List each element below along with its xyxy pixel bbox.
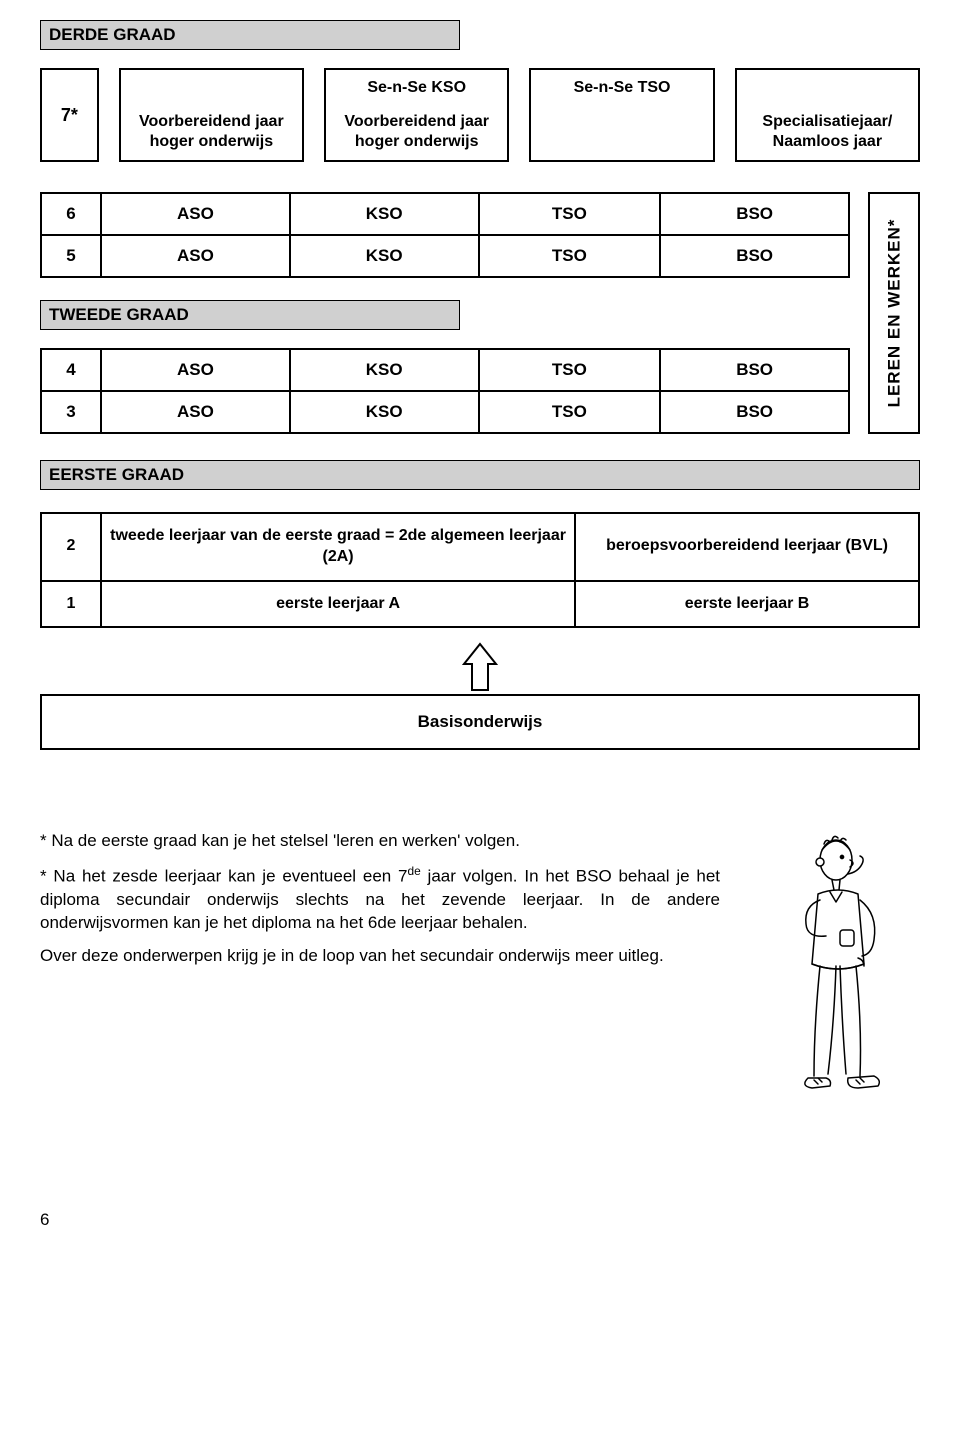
table-row: 6 ASO KSO TSO BSO — [41, 193, 849, 235]
footnote-3: Over deze onderwerpen krijg je in de loo… — [40, 945, 720, 968]
table-eerste: 2 tweede leerjaar van de eerste graad = … — [40, 512, 920, 628]
grade3-col3-top: Se-n-Se TSO — [537, 78, 706, 98]
grade3-row: 7* Voorbereidend jaar hoger onderwijs Se… — [40, 68, 920, 162]
table-65: 6 ASO KSO TSO BSO 5 ASO KSO TSO BSO — [40, 192, 850, 278]
cell-year: 5 — [41, 235, 101, 277]
cell: ASO — [101, 235, 290, 277]
page-number: 6 — [40, 1210, 920, 1230]
section-derde-graad: DERDE GRAAD — [40, 20, 460, 50]
cell: BSO — [660, 391, 849, 433]
cell: KSO — [290, 235, 479, 277]
cell-year: 2 — [41, 513, 101, 581]
table-row: 1 eerste leerjaar A eerste leerjaar B — [41, 581, 919, 628]
grade3-col2-bottom: Voorbereidend jaar hoger onderwijs — [332, 112, 501, 152]
cell: ASO — [101, 391, 290, 433]
table-43: 4 ASO KSO TSO BSO 3 ASO KSO TSO BSO — [40, 348, 850, 434]
cell: TSO — [479, 193, 661, 235]
footnotes-text: * Na de eerste graad kan je het stelsel … — [40, 830, 720, 977]
cell: TSO — [479, 349, 661, 391]
grade3-col2-top: Se-n-Se KSO — [332, 78, 501, 98]
grade3-col2: Se-n-Se KSO Voorbereidend jaar hoger ond… — [324, 68, 509, 162]
grade3-col1: Voorbereidend jaar hoger onderwijs — [119, 68, 304, 162]
cell: TSO — [479, 391, 661, 433]
footnote-1: * Na de eerste graad kan je het stelsel … — [40, 830, 720, 853]
table-row: 5 ASO KSO TSO BSO — [41, 235, 849, 277]
cell: KSO — [290, 349, 479, 391]
cell: BSO — [660, 235, 849, 277]
arrow-up — [40, 642, 920, 692]
cell: eerste leerjaar B — [575, 581, 919, 628]
cell: KSO — [290, 193, 479, 235]
vertical-label: LEREN EN WERKEN* — [884, 219, 904, 408]
cell-year: 4 — [41, 349, 101, 391]
vertical-sidebar: LEREN EN WERKEN* — [868, 192, 920, 434]
year-7-box: 7* — [40, 68, 99, 162]
cell-year: 1 — [41, 581, 101, 628]
basis-box: Basisonderwijs — [40, 694, 920, 750]
arrow-up-icon — [462, 642, 498, 692]
cell-year: 6 — [41, 193, 101, 235]
illustration-person — [740, 830, 920, 1130]
footnote-2-sup: de — [408, 864, 421, 878]
cell: eerste leerjaar A — [101, 581, 575, 628]
footnotes: * Na de eerste graad kan je het stelsel … — [40, 830, 920, 1130]
table-row: 2 tweede leerjaar van de eerste graad = … — [41, 513, 919, 581]
grade3-col3: Se-n-Se TSO — [529, 68, 714, 162]
grade3-col4-bottom: Specialisatiejaar/ Naamloos jaar — [743, 112, 912, 152]
left-column: 6 ASO KSO TSO BSO 5 ASO KSO TSO BSO TWEE… — [40, 192, 850, 434]
cell: ASO — [101, 193, 290, 235]
table-row: 3 ASO KSO TSO BSO — [41, 391, 849, 433]
cell: tweede leerjaar van de eerste graad = 2d… — [101, 513, 575, 581]
table-row: 4 ASO KSO TSO BSO — [41, 349, 849, 391]
cell: TSO — [479, 235, 661, 277]
cell: beroepsvoorbereidend leerjaar (BVL) — [575, 513, 919, 581]
section-eerste-graad: EERSTE GRAAD — [40, 460, 920, 490]
footnote-2: * Na het zesde leerjaar kan je eventueel… — [40, 863, 720, 934]
grade3-col1-bottom: Voorbereidend jaar hoger onderwijs — [127, 112, 296, 152]
cell: BSO — [660, 349, 849, 391]
footnote-2a: * Na het zesde leerjaar kan je eventueel… — [40, 867, 408, 886]
cell: BSO — [660, 193, 849, 235]
cell: ASO — [101, 349, 290, 391]
cell-year: 3 — [41, 391, 101, 433]
main-tables: 6 ASO KSO TSO BSO 5 ASO KSO TSO BSO TWEE… — [40, 192, 920, 434]
section-tweede-graad: TWEEDE GRAAD — [40, 300, 460, 330]
grade3-col4: Specialisatiejaar/ Naamloos jaar — [735, 68, 920, 162]
cell: KSO — [290, 391, 479, 433]
